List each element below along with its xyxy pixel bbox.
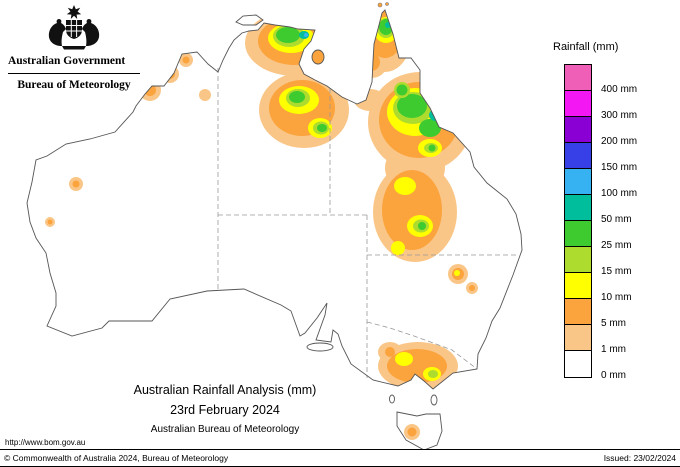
legend-label: 300 mm [601, 110, 638, 121]
legend-label: 15 mm [601, 266, 632, 277]
legend-swatch [565, 117, 591, 143]
legend-swatch [565, 273, 591, 299]
legend-row: 5 mm [565, 299, 626, 329]
legend-swatch [565, 299, 591, 325]
legend-row: 400 mm [565, 65, 637, 95]
footer-bar: © Commonwealth of Australia 2024, Bureau… [0, 449, 680, 467]
legend-row: 100 mm [565, 169, 637, 199]
legend-swatch [565, 143, 591, 169]
coat-of-arms-icon [48, 5, 100, 50]
torres-strait-islands [377, 2, 389, 8]
map-caption: Australian Rainfall Analysis (mm) 23rd F… [60, 383, 390, 436]
caption-title: Australian Rainfall Analysis (mm) [133, 383, 317, 397]
legend-label: 400 mm [601, 84, 638, 95]
legend-label: 200 mm [601, 136, 638, 147]
legend-row: 150 mm [565, 143, 637, 173]
legend-label: 5 mm [601, 318, 626, 329]
bureau-title: Bureau of Meteorology [17, 79, 131, 91]
legend-label: 25 mm [601, 240, 632, 251]
legend-swatch [565, 247, 591, 273]
legend-swatch [565, 91, 591, 117]
legend-row: 0 mm [565, 351, 626, 381]
legend-swatch [565, 169, 591, 195]
legend-label: 150 mm [601, 162, 638, 173]
issued-text: Issued: 23/02/2024 [603, 453, 676, 463]
caption-bureau: Australian Bureau of Meteorology [150, 424, 300, 435]
legend-swatch [565, 195, 591, 221]
legend-label: 100 mm [601, 188, 638, 199]
legend-row: 1 mm [565, 325, 626, 355]
legend-label: 1 mm [601, 344, 626, 355]
coastline [26, 9, 523, 451]
legend-row: 15 mm [565, 247, 632, 277]
legend-title: Rainfall (mm) [553, 41, 619, 53]
legend-row: 300 mm [565, 91, 637, 121]
legend-row: 50 mm [565, 195, 632, 225]
legend-row: 10 mm [565, 273, 632, 303]
legend-swatch [565, 325, 591, 351]
rain-region-nt-inland [259, 72, 349, 148]
legend-row: 25 mm [565, 221, 632, 251]
rain-region-central-qld [373, 162, 457, 262]
rain-region-tasmania [404, 424, 420, 440]
caption-date: 23rd February 2024 [170, 403, 280, 417]
copyright-text: © Commonwealth of Australia 2024, Bureau… [4, 453, 229, 463]
legend-label: 50 mm [601, 214, 632, 225]
legend-swatch [565, 221, 591, 247]
rain-region-wa-coast [45, 177, 83, 227]
legend-label: 0 mm [601, 370, 626, 381]
rain-region-nsw [448, 264, 478, 294]
gov-title: Australian Government [8, 55, 140, 74]
legend-swatch [565, 351, 591, 377]
state-borders [217, 68, 519, 378]
rainfall-legend: 400 mm 300 mm 200 mm 150 mm 100 mm 50 mm 25 mm… [564, 64, 637, 381]
legend-row: 200 mm [565, 117, 637, 147]
bom-url: http://www.bom.gov.au [5, 438, 86, 447]
rain-region-victoria [378, 342, 458, 390]
legend-label: 10 mm [601, 292, 632, 303]
legend-swatch [565, 65, 591, 91]
gov-logo-block: Australian Government Bureau of Meteorol… [8, 4, 140, 92]
